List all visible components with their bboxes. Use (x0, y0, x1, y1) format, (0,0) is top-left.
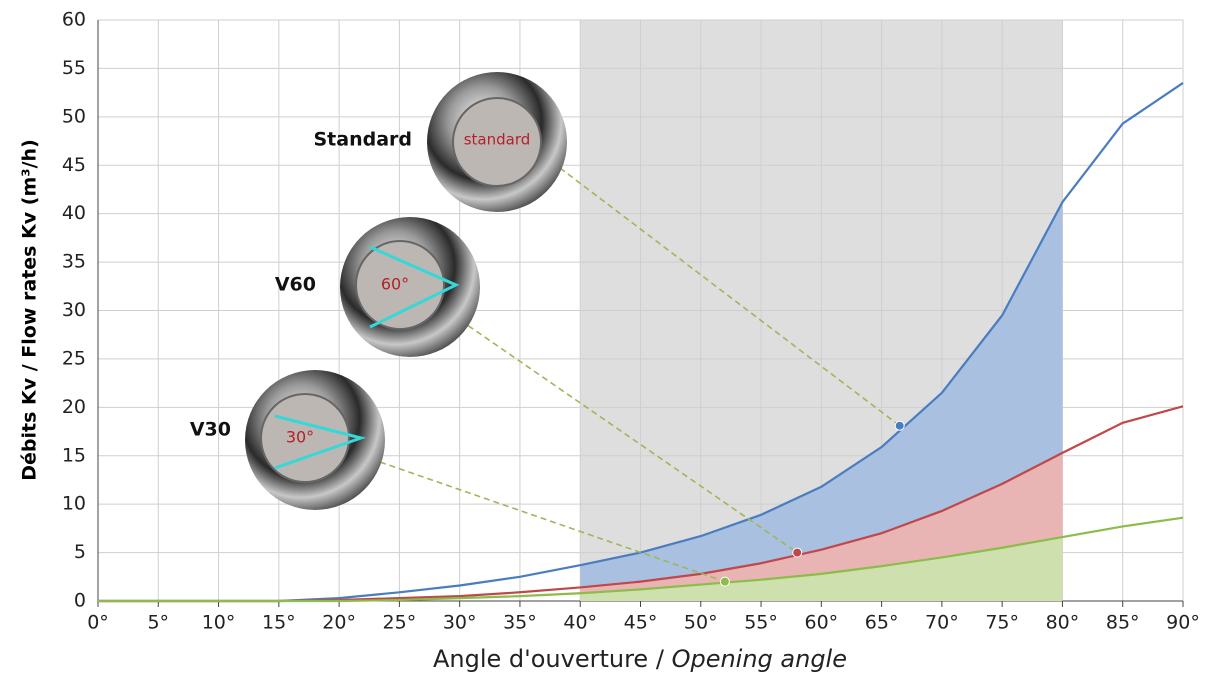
y-tick-label: 55 (62, 57, 86, 79)
x-tick-label: 40° (563, 612, 597, 634)
series-label: V30 (190, 419, 231, 441)
series-label: Standard (313, 129, 412, 151)
x-tick-label: 0° (87, 612, 109, 634)
marker (719, 576, 730, 587)
x-axis-title: Angle d'ouverture / Opening angle (433, 645, 847, 673)
y-tick-label: 10 (62, 493, 86, 515)
y-tick-label: 45 (62, 154, 86, 176)
x-tick-label: 50° (684, 612, 718, 634)
y-tick-label: 0 (74, 590, 86, 612)
leader-line (559, 167, 901, 427)
valve-disc (260, 393, 350, 483)
area (580, 202, 1063, 601)
marker (894, 420, 905, 431)
image-label: 30° (286, 428, 314, 447)
leader-line (379, 461, 726, 583)
leader-line (459, 319, 798, 554)
angle-lines (369, 245, 460, 329)
image-label: standard (464, 131, 531, 149)
valve-disc (452, 97, 542, 187)
y-axis-title: Débits Kv / Flow rates Kv (m³/h) (19, 139, 41, 481)
x-tick-label: 35° (503, 612, 537, 634)
y-tick-label: 60 (62, 9, 86, 31)
y-tick-label: 40 (62, 202, 86, 224)
series-label: V60 (275, 274, 316, 296)
x-tick-label: 25° (383, 612, 417, 634)
x-tick-label: 45° (624, 612, 658, 634)
x-tick-label: 30° (443, 612, 477, 634)
x-tick-label: 75° (985, 612, 1019, 634)
valve-disc (355, 240, 445, 330)
x-tick-label: 60° (804, 612, 838, 634)
line (98, 516, 1184, 603)
marker (792, 547, 803, 558)
x-tick-label: 5° (147, 612, 169, 634)
x-tick-label: 10° (202, 612, 236, 634)
y-tick-label: 25 (62, 347, 86, 369)
x-axis-title-part: Opening angle (672, 645, 847, 673)
y-tick-label: 20 (62, 396, 86, 418)
x-tick-label: 55° (744, 612, 778, 634)
y-tick-label: 15 (62, 444, 86, 466)
x-axis-title-part: Angle d'ouverture / (433, 645, 665, 673)
y-tick-label: 50 (62, 105, 86, 127)
x-tick-label: 90° (1166, 612, 1200, 634)
angle-lines (274, 414, 367, 470)
y-tick-label: 35 (62, 251, 86, 273)
x-tick-label: 20° (322, 612, 356, 634)
x-tick-label: 70° (925, 612, 959, 634)
y-tick-label: 30 (62, 299, 86, 321)
x-tick-label: 85° (1106, 612, 1140, 634)
annotation-layer: standard Standard 60° V60 30° V30 (190, 72, 905, 587)
y-tick-label: 5 (74, 541, 86, 563)
image-label: 60° (381, 275, 409, 294)
x-tick-label: 15° (262, 612, 296, 634)
x-tick-label: 65° (865, 612, 899, 634)
x-tick-label: 80° (1046, 612, 1080, 634)
